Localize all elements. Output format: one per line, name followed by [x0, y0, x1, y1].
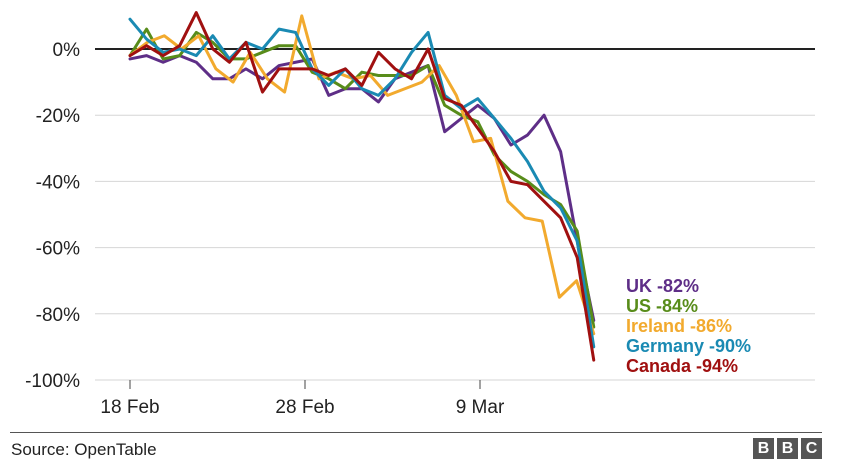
series-end-label-germany: Germany -90%: [626, 336, 751, 356]
x-tick-label: 28 Feb: [275, 397, 334, 418]
bbc-logo-letter: B: [777, 438, 798, 459]
footer-divider: [10, 432, 822, 433]
bbc-logo-letter: B: [753, 438, 774, 459]
series-lines: [128, 11, 596, 362]
y-tick-label: -20%: [36, 106, 80, 127]
y-tick-label: -100%: [25, 371, 80, 392]
y-tick-label: -40%: [36, 172, 80, 193]
series-line-germany: [128, 17, 596, 349]
series-end-label-ireland: Ireland -86%: [626, 316, 732, 336]
series-line-canada: [128, 11, 596, 362]
y-tick-label: -60%: [36, 239, 80, 260]
series-end-label-us: US -84%: [626, 296, 698, 316]
x-tick-label: 9 Mar: [456, 397, 505, 418]
end-labels: UK -82%US -84%Ireland -86%Germany -90%Ca…: [626, 276, 751, 376]
series-line-uk: [128, 54, 596, 322]
series-end-label-uk: UK -82%: [626, 276, 699, 296]
axis: 0% -20% -40% -60% -80% -100% 18 Feb 28 Feb 9 Mar: [25, 40, 505, 418]
x-tick-label: 18 Feb: [100, 397, 159, 418]
series-line-ireland: [128, 14, 596, 336]
bbc-logo: B B C: [753, 438, 822, 459]
line-chart: 0% -20% -40% -60% -80% -100% 18 Feb 28 Feb 9 Mar…: [25, 11, 815, 418]
grid-lines: [95, 48, 815, 381]
series-line-us: [128, 27, 596, 329]
source-note: Source: OpenTable: [11, 440, 157, 459]
bbc-logo-letter: C: [801, 438, 822, 459]
y-tick-label: -80%: [36, 305, 80, 326]
y-tick-label: 0%: [53, 40, 81, 61]
series-end-label-canada: Canada -94%: [626, 356, 738, 376]
